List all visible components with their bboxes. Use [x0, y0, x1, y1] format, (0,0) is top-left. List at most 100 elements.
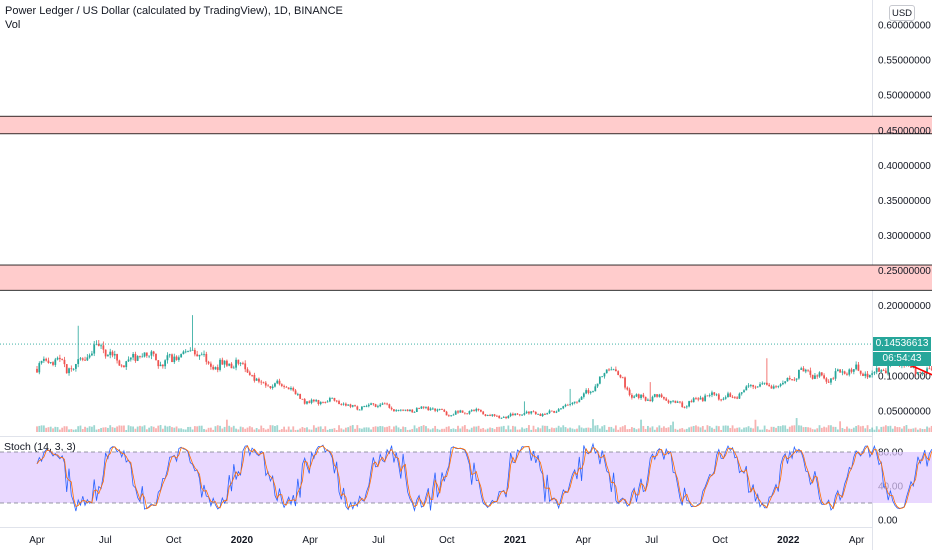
candle-body: [42, 358, 45, 361]
candle-body: [397, 410, 400, 411]
volume-bar: [418, 426, 421, 432]
volume-bar: [466, 428, 469, 432]
stoch-indicator-label[interactable]: Stoch (14, 3, 3): [4, 441, 76, 453]
candle-body: [326, 401, 329, 403]
candle-body: [196, 354, 199, 357]
volume-bar: [443, 428, 446, 432]
candle-body: [271, 386, 274, 388]
candle-body: [58, 357, 61, 360]
candle-body: [493, 414, 496, 416]
candle-body: [855, 364, 858, 370]
volume-bar: [441, 428, 443, 432]
volume-bar: [523, 428, 526, 432]
volume-bar: [649, 427, 652, 432]
candle-body: [621, 377, 624, 379]
volume-bar: [223, 426, 226, 432]
volume-bar: [862, 425, 864, 432]
volume-bar: [651, 426, 654, 432]
candle-body: [878, 368, 880, 372]
volume-bar: [711, 427, 713, 432]
candle-body: [308, 401, 311, 403]
candle-body: [177, 357, 180, 360]
candle-body: [509, 413, 512, 417]
candle-body: [651, 396, 654, 402]
candle-body: [132, 353, 134, 358]
candle-body: [701, 397, 704, 401]
volume-bar: [882, 426, 885, 432]
volume-indicator-label[interactable]: Vol: [5, 19, 21, 31]
candle-body: [637, 394, 640, 398]
volume-bar: [873, 429, 876, 432]
volume-bar: [52, 428, 54, 432]
volume-bar: [749, 427, 752, 432]
candle-body: [97, 343, 100, 346]
candle-body: [791, 379, 793, 380]
candle-body: [798, 369, 800, 379]
volume-bar: [436, 428, 439, 432]
candle-body: [157, 360, 160, 367]
candle-body: [36, 368, 38, 373]
candle-body: [809, 370, 812, 375]
candle-body: [418, 408, 421, 409]
candle-body: [633, 396, 636, 398]
volume-bar: [242, 427, 244, 432]
candle-body: [104, 349, 107, 357]
volume-bar: [228, 425, 231, 432]
candle-body: [711, 392, 713, 396]
candle-body: [578, 399, 581, 403]
volume-bar: [720, 429, 723, 432]
candle-body: [843, 371, 846, 374]
volume-bar: [139, 425, 141, 432]
volume-bar: [864, 428, 867, 432]
volume-bar: [287, 426, 290, 432]
candle-body: [736, 397, 739, 399]
candle-body: [749, 385, 752, 386]
volume-bar: [765, 429, 768, 432]
volume-bar: [141, 426, 144, 432]
volume-bar: [560, 427, 562, 432]
candle-body: [445, 411, 448, 416]
candle-body: [264, 382, 267, 386]
candle-body: [232, 367, 235, 369]
candle-body: [518, 414, 521, 416]
volume-bar: [159, 425, 162, 432]
candle-body: [436, 409, 439, 411]
candle-body: [603, 373, 606, 377]
candle-body: [553, 411, 555, 413]
candle-body: [56, 357, 59, 360]
candle-body: [697, 398, 700, 400]
volume-bar: [299, 428, 302, 432]
volume-bar: [630, 427, 633, 432]
volume-bar: [251, 427, 253, 432]
volume-bar: [919, 428, 922, 432]
volume-bar: [351, 425, 354, 432]
candle-body: [740, 392, 743, 394]
candle-body: [294, 390, 297, 395]
volume-bar: [628, 428, 631, 432]
candle-body: [793, 379, 796, 381]
volume-bar: [150, 426, 153, 432]
candle-body: [592, 391, 594, 393]
candle-body: [260, 381, 263, 383]
candle-body: [68, 368, 70, 374]
volume-bar: [310, 429, 313, 432]
candle-body: [278, 380, 281, 385]
candle-body: [393, 409, 395, 412]
volume-bar: [798, 425, 800, 432]
volume-bar: [258, 429, 260, 432]
volume-bar: [624, 425, 626, 432]
candle-body: [814, 375, 816, 379]
volume-bar: [411, 428, 414, 432]
currency-button[interactable]: USD: [889, 5, 915, 21]
volume-bar: [701, 426, 704, 432]
candle-body: [72, 368, 75, 370]
candle-body: [390, 407, 393, 410]
candle-body: [203, 353, 205, 355]
candle-body: [537, 413, 539, 415]
volume-bar: [868, 429, 871, 432]
candle-body: [374, 404, 377, 407]
volume-bar: [699, 427, 702, 432]
volume-bar: [912, 428, 915, 432]
volume-bar: [852, 427, 855, 432]
